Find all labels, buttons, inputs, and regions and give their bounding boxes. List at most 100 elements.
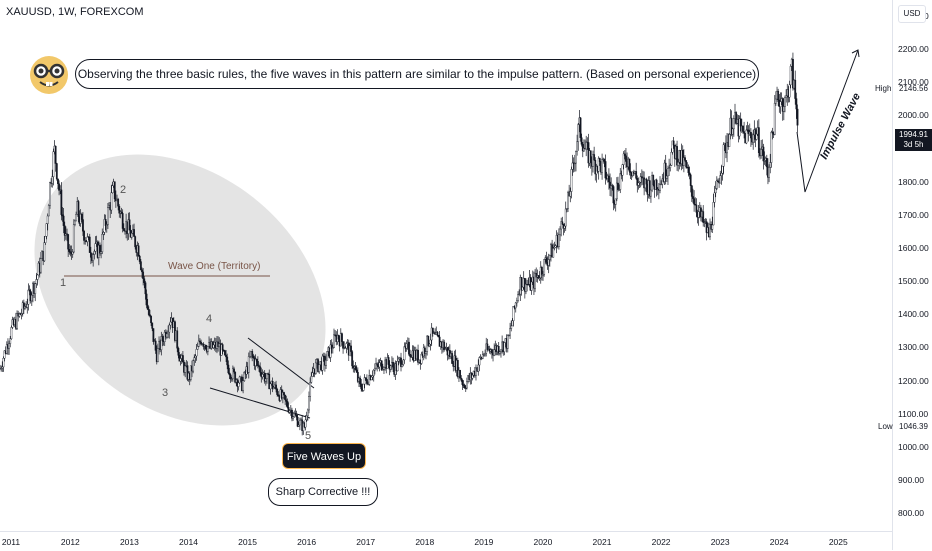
price-tick: 1100.00 [898, 408, 929, 419]
candle-body [603, 158, 606, 162]
candle-body [670, 152, 673, 166]
candle-body [243, 371, 246, 382]
candle-body [451, 353, 454, 364]
candle-body [331, 347, 334, 349]
candle-body [639, 176, 642, 183]
candle-body [512, 306, 515, 321]
candle-body [702, 211, 705, 223]
candle-body [291, 409, 293, 419]
chart-title: XAUUSD, 1W, FOREXCOM [6, 6, 144, 18]
candle-body [351, 351, 354, 367]
candle-body [238, 376, 241, 384]
candle-body [561, 221, 564, 225]
candle-body [169, 321, 172, 326]
candle-body [44, 236, 47, 243]
candle-body [757, 127, 760, 154]
price-tick: 2100.00 [898, 76, 929, 87]
candle-body [721, 166, 724, 174]
candle-body [380, 360, 383, 371]
candle-body [154, 340, 157, 351]
candle-body [226, 356, 229, 366]
candle-body [57, 178, 59, 184]
candle-body [264, 378, 267, 382]
candle-body [354, 366, 357, 371]
candle-body [234, 371, 237, 383]
candle-body [782, 106, 785, 112]
candle-body [400, 357, 402, 367]
candle-body [722, 144, 725, 167]
candle-body [74, 220, 76, 225]
candle-body [665, 175, 668, 179]
candle-body [506, 335, 509, 349]
candle-body [287, 407, 290, 413]
candle-body [628, 158, 631, 172]
candle-body [687, 167, 690, 173]
candle-body [471, 374, 474, 379]
candle-body [773, 103, 776, 135]
candle-body [498, 351, 501, 354]
candle-body [456, 360, 459, 377]
wave-label-1: 1 [60, 277, 66, 289]
candle-body [88, 236, 91, 253]
candle-body [611, 185, 614, 187]
candle-body [682, 157, 685, 166]
candle-body [525, 283, 527, 292]
price-tick: 2000.00 [898, 110, 929, 121]
candle-body [107, 207, 109, 225]
wave-label-3: 3 [162, 387, 168, 399]
candle-body [83, 230, 85, 241]
candle-body [614, 198, 617, 205]
candle-body [184, 365, 187, 373]
candle-body [286, 401, 289, 408]
candle-body [288, 410, 291, 413]
candle-body [792, 59, 794, 89]
price-tick: 1200.00 [898, 375, 929, 386]
candle-body [417, 349, 419, 363]
candle-body [299, 420, 301, 426]
candle-body [537, 275, 540, 279]
candle-body [771, 131, 774, 134]
candle-body [720, 172, 723, 176]
channel-upper [247, 337, 315, 389]
time-axis[interactable] [0, 531, 892, 551]
candle-body [705, 221, 708, 233]
candle-body [548, 254, 551, 260]
candle-body [534, 272, 536, 289]
currency-button[interactable]: USD [898, 5, 926, 23]
candle-body [629, 170, 632, 173]
candle-body [477, 364, 480, 372]
candle-body [20, 313, 23, 316]
candle-body [89, 252, 92, 258]
candle-body [770, 131, 773, 163]
price-axis[interactable] [892, 0, 932, 550]
candle-body [283, 392, 285, 396]
candle-body [760, 149, 763, 156]
candle-body [747, 129, 750, 135]
candle-body [437, 335, 440, 338]
candle-body [372, 369, 375, 376]
candle-body [543, 259, 546, 275]
candle-body [2, 358, 5, 368]
price-tick: 2200.00 [898, 43, 929, 54]
candle-body [337, 335, 340, 340]
candle-body [795, 98, 798, 110]
candle-body [157, 348, 159, 362]
candle-body [194, 355, 197, 358]
candle-body [636, 178, 639, 186]
candle-body [676, 146, 678, 166]
candle-body [68, 249, 71, 252]
candle-body [408, 341, 410, 355]
candle-body [54, 145, 57, 164]
candle-body [134, 236, 137, 248]
candle-body [259, 366, 262, 373]
candle-body [431, 327, 434, 334]
candle-body [397, 358, 400, 362]
candle-body [285, 399, 288, 402]
candle-body [514, 302, 517, 309]
candle-body [364, 377, 367, 380]
candle-body [726, 142, 728, 154]
candle-body [211, 341, 214, 348]
candle-body [521, 286, 524, 291]
candle-body [80, 213, 83, 220]
